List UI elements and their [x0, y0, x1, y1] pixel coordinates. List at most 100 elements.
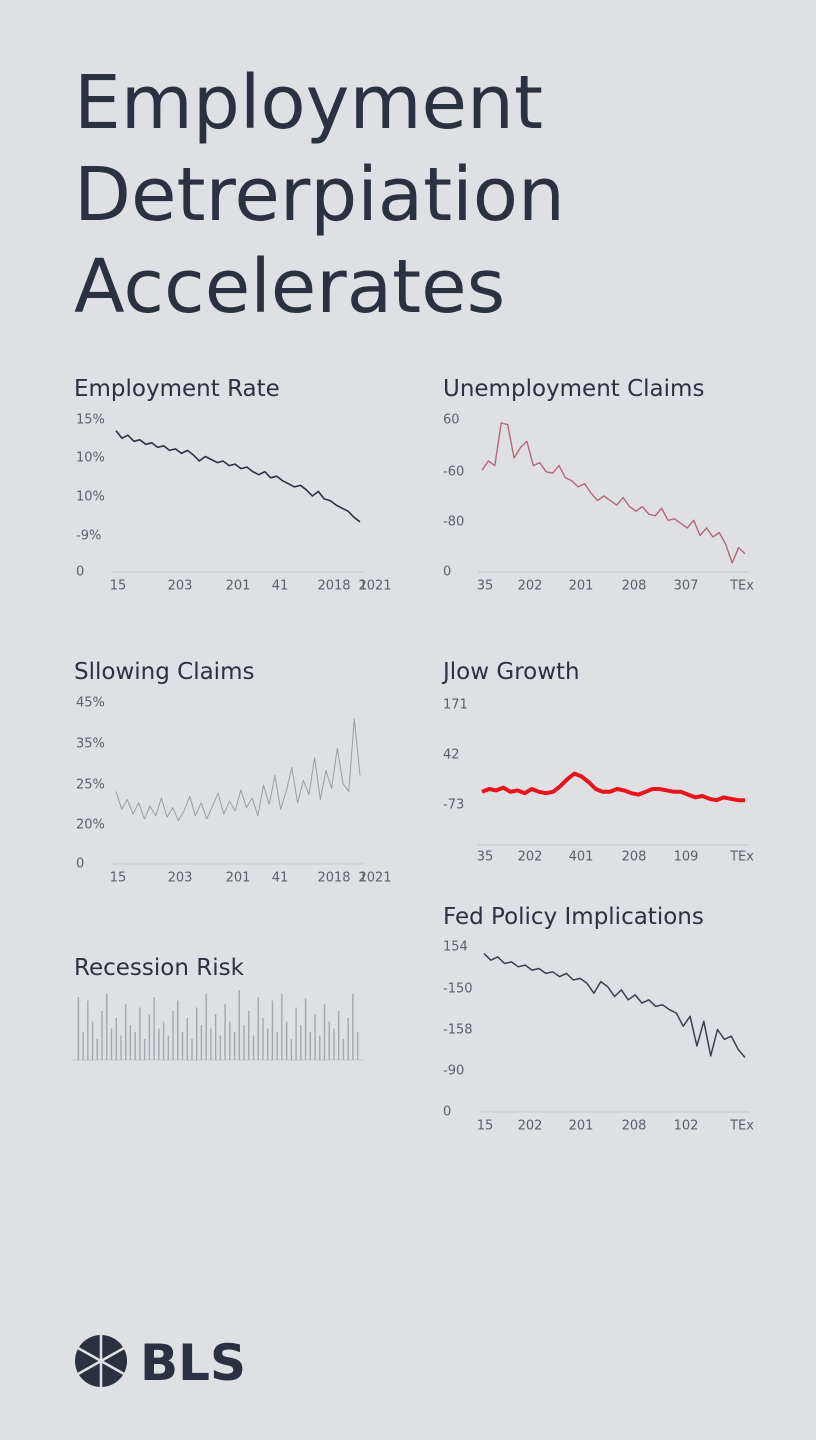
x-tick-label: 15 — [110, 871, 127, 886]
x-tick-label: 202 — [518, 850, 543, 865]
x-tick-label: 208 — [622, 850, 647, 865]
bar — [276, 1032, 278, 1060]
bar — [181, 1032, 184, 1060]
y-tick-label: 0 — [443, 1105, 451, 1120]
x-tick-label: 41 — [272, 579, 289, 594]
bar — [110, 1028, 113, 1060]
x-tick-label: 109 — [674, 850, 699, 865]
x-tick-label: 203 — [168, 871, 193, 886]
bar — [285, 1021, 288, 1060]
bar — [309, 1032, 312, 1060]
bar — [186, 1018, 188, 1060]
bar — [257, 997, 259, 1060]
bar — [167, 1035, 170, 1060]
bar — [248, 1011, 250, 1060]
x-tick-label: 201 — [226, 871, 251, 886]
y-tick-label: 154 — [443, 940, 468, 955]
bar — [238, 990, 241, 1060]
headline: Employment — [74, 60, 543, 146]
bar — [352, 993, 354, 1060]
bar — [262, 1018, 264, 1060]
bar — [233, 1032, 236, 1060]
bar — [158, 1028, 160, 1060]
y-tick-label: 35% — [76, 737, 105, 752]
line-series — [481, 771, 745, 803]
bar — [77, 997, 80, 1060]
x-tick-label: 35 — [477, 579, 494, 594]
x-tick-label: 208 — [622, 579, 647, 594]
x-tick-label: TEx — [729, 579, 754, 594]
headline: Detrerpiation — [74, 152, 565, 238]
x-tick-label: 2018 — [317, 871, 350, 886]
chart-title: Sllowing Claims — [74, 659, 254, 685]
x-tick-label: 1 — [359, 871, 367, 886]
y-tick-label: 0 — [76, 857, 84, 872]
x-tick-label: TEx — [729, 850, 754, 865]
bar — [224, 1004, 226, 1060]
x-tick-label: 201 — [569, 1119, 594, 1134]
bar — [139, 1007, 141, 1060]
bar — [120, 1035, 122, 1060]
bar — [243, 1025, 245, 1060]
y-tick-label: 42 — [443, 748, 460, 763]
y-tick-label: 0 — [443, 565, 451, 580]
y-tick-label: 171 — [443, 698, 468, 713]
bar — [356, 1032, 359, 1060]
bar — [124, 1004, 127, 1060]
chart-title: Jlow Growth — [441, 659, 580, 685]
y-tick-label: 10% — [76, 490, 105, 505]
bar — [300, 1025, 302, 1060]
x-tick-label: 1 — [359, 579, 367, 594]
headline: Accelerates — [74, 244, 505, 330]
x-tick-label: 203 — [168, 579, 193, 594]
bar — [252, 1035, 255, 1060]
bar — [129, 1025, 132, 1060]
logo-icon — [75, 1335, 127, 1387]
line-series — [481, 422, 746, 564]
y-tick-label: -60 — [443, 465, 464, 480]
y-tick-label: -158 — [443, 1023, 473, 1038]
bar — [191, 1039, 193, 1060]
y-tick-label: 25% — [76, 778, 105, 793]
bar — [101, 1011, 103, 1060]
bar — [328, 1021, 330, 1060]
line-series — [115, 718, 361, 821]
y-tick-label: -9% — [76, 529, 101, 544]
line-series — [115, 430, 361, 523]
bar — [82, 1032, 84, 1060]
bar — [314, 1014, 316, 1060]
logo-text: BLS — [140, 1334, 246, 1392]
bar — [148, 1014, 151, 1060]
x-tick-label: 202 — [518, 579, 543, 594]
bar — [281, 993, 283, 1060]
bar — [115, 1018, 117, 1060]
bar — [134, 1032, 136, 1060]
bar — [337, 1011, 340, 1060]
bar — [323, 1004, 326, 1060]
y-tick-label: -90 — [443, 1064, 464, 1079]
x-tick-label: 202 — [518, 1119, 543, 1134]
y-tick-label: 0 — [76, 565, 84, 580]
y-tick-label: 15% — [76, 413, 105, 428]
chart-title: Fed Policy Implications — [443, 904, 704, 930]
bar — [229, 1021, 231, 1060]
bar — [219, 1035, 222, 1060]
chart-title: Recession Risk — [74, 955, 245, 981]
line-series — [483, 953, 746, 1058]
x-tick-label: 35 — [477, 850, 494, 865]
bar — [195, 1007, 198, 1060]
bar — [96, 1039, 99, 1060]
bar — [290, 1039, 293, 1060]
bar — [214, 1014, 217, 1060]
x-tick-label: 201 — [569, 579, 594, 594]
bar — [347, 1018, 349, 1060]
bar — [271, 1000, 274, 1060]
bar — [87, 1000, 89, 1060]
chart-title: Unemployment Claims — [443, 376, 704, 402]
chart-title: Employment Rate — [74, 376, 280, 402]
bar — [200, 1025, 203, 1060]
x-tick-label: 15 — [110, 579, 127, 594]
x-tick-label: 201 — [226, 579, 251, 594]
